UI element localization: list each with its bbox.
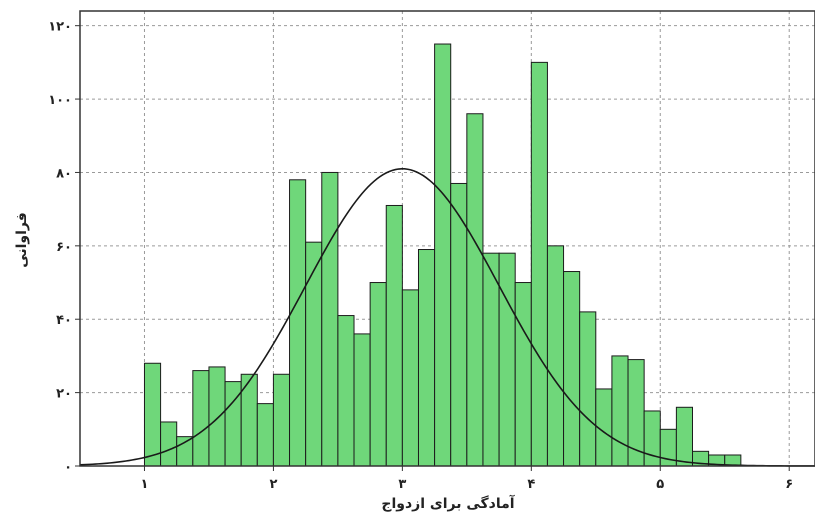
histogram-bar [176,436,194,467]
y-tick-label: ۸۰ [56,166,72,181]
histogram-bar [192,370,210,467]
y-tick-label: ۶۰ [56,240,72,255]
histogram-bar [530,61,548,467]
y-axis-ticks: ۰ ۲۰ ۴۰ ۶۰ ۸۰ ۱۰۰ ۱۲۰ [48,20,80,475]
x-tick-label: ۱ [141,477,149,492]
x-tick-label: ۴ [527,477,535,492]
histogram-bar [256,403,274,467]
y-tick-label: ۰ [64,460,72,475]
y-axis-title: فراوانی [14,212,30,268]
histogram-bar [434,43,452,467]
y-tick-label: ۱۰۰ [48,93,72,108]
histogram-bar [353,333,371,467]
histogram-bar [160,421,178,467]
histogram-bar [417,249,436,467]
histogram-bar [466,113,484,467]
histogram-bar [289,179,307,467]
y-tick-label: ۴۰ [56,313,72,328]
histogram-bar [675,406,694,467]
histogram-bar [579,311,597,467]
histogram-bar [305,241,323,467]
histogram-bar [482,252,500,467]
y-tick-label: ۱۲۰ [48,20,72,35]
histogram-bar [143,362,162,467]
histogram-bar [337,315,355,467]
x-tick-label: ۶ [785,477,793,492]
histogram-bars [143,43,742,467]
histogram-bar [321,171,339,467]
histogram-bar [611,355,629,467]
normal-curve [79,167,815,467]
x-tick-label: ۵ [656,477,664,492]
histogram-bar [385,204,403,467]
histogram-bar [450,182,468,467]
histogram-bar [401,289,419,467]
x-tick-label: ۲ [269,477,277,492]
histogram-bar [514,282,532,467]
histogram-bar [208,366,226,467]
plot-frame [79,10,815,467]
histogram-bar [369,282,387,467]
y-tick-label: ۲۰ [56,387,72,402]
histogram-bar [272,373,291,467]
histogram-bar [546,245,565,467]
x-axis-title: آمادگی برای ازدواج [381,494,515,512]
histogram-bar [498,252,516,467]
x-axis-ticks: ۱ ۲ ۳ ۴ ۵ ۶ [141,466,793,492]
x-tick-label: ۳ [398,477,406,492]
histogram-bar [563,271,581,467]
